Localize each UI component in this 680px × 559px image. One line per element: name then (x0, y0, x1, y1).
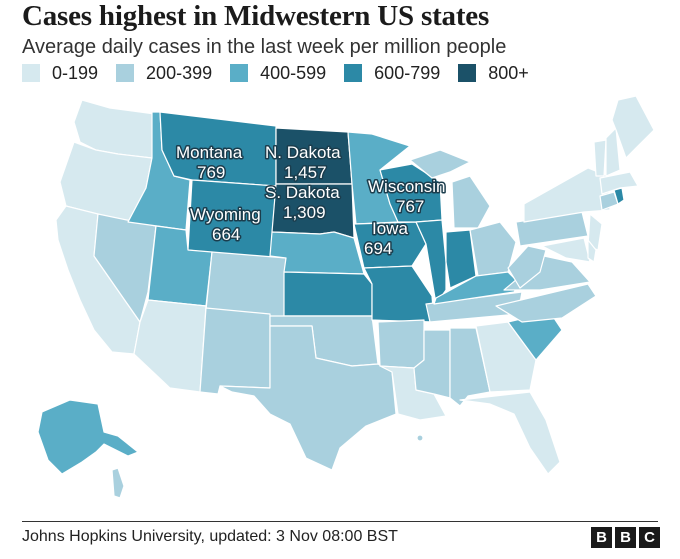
state-texas (219, 325, 397, 471)
state-florida (459, 391, 561, 475)
source-note: Johns Hopkins University, updated: 3 Nov… (22, 528, 398, 545)
state-nebraska (269, 231, 365, 275)
legend-label: 200-399 (146, 62, 213, 83)
legend-item: 800+ (458, 63, 529, 84)
state-ohio (469, 221, 517, 277)
legend-label: 0-199 (52, 62, 99, 83)
state-maine (611, 95, 655, 159)
state-georgia (475, 321, 537, 393)
legend-label: 400-599 (260, 62, 327, 83)
annotation-iowa-name: Iowa (372, 219, 408, 238)
state-illinois (415, 219, 447, 305)
state-maryland (541, 237, 591, 263)
bbc-logo-block: B (615, 527, 636, 548)
state-arkansas (377, 319, 425, 369)
legend: 0-199 200-399 400-599 600-799 800+ (22, 62, 547, 84)
state-west-virginia (507, 245, 547, 289)
annotation-wyoming-name: Wyoming (190, 205, 261, 224)
annotation-south-dakota-value: 1,309 (283, 203, 326, 222)
page-title: Cases highest in Midwestern US states (22, 0, 490, 32)
annotation-wisconsin-value: 767 (396, 197, 424, 216)
bbc-logo-block: B (591, 527, 612, 548)
legend-swatch (22, 64, 40, 82)
annotation-montana-name: Montana (176, 143, 243, 162)
state-michigan-up (409, 149, 471, 179)
legend-item: 600-799 (344, 63, 440, 84)
legend-item: 200-399 (116, 63, 212, 84)
footer-divider (22, 521, 658, 522)
state-kansas (283, 271, 373, 317)
annotation-north-dakota-value: 1,457 (284, 163, 327, 182)
state-north-carolina (495, 283, 597, 323)
annotation-wisconsin-name: Wisconsin (368, 177, 445, 196)
legend-label: 800+ (488, 62, 529, 83)
state-hawaii (111, 467, 125, 499)
state-indiana (445, 229, 477, 289)
legend-item: 400-599 (230, 63, 326, 84)
annotation-wyoming-value: 664 (212, 225, 240, 244)
state-arizona (133, 299, 207, 393)
state-new-hampshire (605, 127, 621, 177)
state-massachusetts (599, 171, 639, 195)
annotation-montana-value: 769 (197, 163, 225, 182)
state-new-jersey (587, 213, 603, 251)
state-new-mexico (199, 307, 271, 395)
bbc-logo: B B C (591, 527, 660, 548)
annotation-iowa-value: 694 (364, 239, 392, 258)
annotation-south-dakota-name: S. Dakota (265, 183, 340, 202)
state-missouri (363, 265, 435, 323)
legend-swatch (344, 64, 363, 82)
state-colorado (205, 251, 287, 319)
page-subtitle: Average daily cases in the last week per… (22, 36, 507, 58)
annotation-north-dakota-name: N. Dakota (265, 143, 341, 162)
state-delaware (587, 239, 597, 263)
state-hawaii-islet (416, 434, 424, 442)
bbc-logo-block: C (639, 527, 660, 548)
legend-swatch (116, 64, 135, 82)
legend-swatch (458, 64, 477, 82)
legend-swatch (230, 64, 249, 82)
legend-label: 600-799 (374, 62, 441, 83)
state-alaska (37, 399, 139, 475)
state-michigan (451, 175, 491, 229)
legend-item: 0-199 (22, 63, 98, 84)
state-vermont (593, 139, 607, 177)
